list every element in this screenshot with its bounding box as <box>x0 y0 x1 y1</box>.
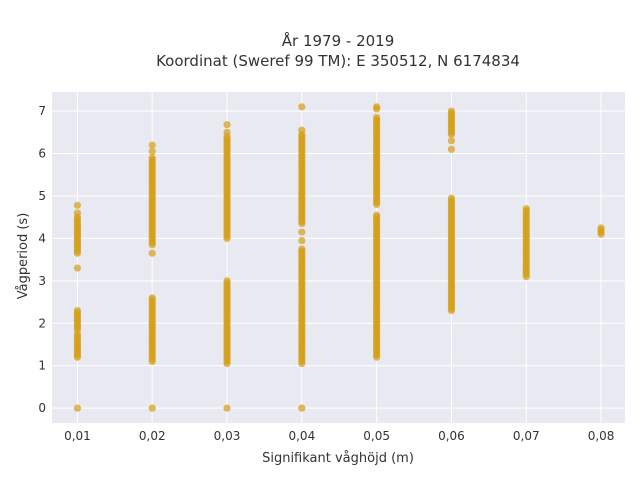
data-point <box>223 128 231 136</box>
x-tick-label: 0,05 <box>363 429 390 443</box>
data-point <box>223 121 231 129</box>
data-point <box>148 357 156 366</box>
y-tick-label: 4 <box>38 231 46 245</box>
x-axis-title: Signifikant våghöjd (m) <box>262 451 414 466</box>
data-point <box>223 359 231 368</box>
y-tick-label: 7 <box>38 104 46 118</box>
data-point <box>73 201 82 209</box>
chart-title: År 1979 - 2019 <box>282 31 395 50</box>
chart-subtitle: Koordinat (Sweref 99 TM): E 350512, N 61… <box>156 52 520 70</box>
y-tick-label: 1 <box>38 359 46 373</box>
data-point <box>522 272 530 281</box>
data-point <box>373 200 381 209</box>
data-point <box>148 404 156 412</box>
data-point <box>298 236 306 245</box>
data-point <box>447 306 456 315</box>
data-point <box>148 249 156 257</box>
x-tick-label: 0,04 <box>288 429 315 443</box>
data-point <box>223 404 231 412</box>
data-point <box>148 241 156 249</box>
data-point <box>298 219 306 228</box>
data-point <box>298 404 306 412</box>
y-tick-label: 5 <box>38 189 46 203</box>
data-point <box>597 230 605 238</box>
data-point <box>298 228 306 236</box>
data-point <box>298 103 306 111</box>
data-point <box>298 359 306 368</box>
x-tick-label: 0,08 <box>588 429 615 443</box>
data-point <box>223 234 231 243</box>
data-point <box>73 264 82 272</box>
data-point <box>373 103 381 111</box>
y-axis-title: Vågperiod (s) <box>16 213 31 300</box>
data-point <box>298 126 306 134</box>
x-tick-label: 0,07 <box>513 429 540 443</box>
x-tick-label: 0,01 <box>64 429 91 443</box>
y-tick-label: 3 <box>38 274 46 288</box>
data-point <box>73 404 82 412</box>
y-tick-label: 0 <box>38 401 46 415</box>
x-tick-label: 0,02 <box>139 429 166 443</box>
data-point <box>73 209 82 217</box>
data-point <box>447 145 456 153</box>
y-tick-labels: 0 1 2 3 4 5 6 7 <box>38 104 46 415</box>
data-point <box>73 353 82 361</box>
y-tick-label: 6 <box>38 147 46 161</box>
data-point <box>73 326 82 334</box>
data-point <box>447 137 456 145</box>
data-point <box>373 353 381 361</box>
data-point <box>447 130 456 139</box>
x-tick-labels: 0,01 0,02 0,03 0,04 0,05 0,06 0,07 0,08 <box>64 429 614 443</box>
y-tick-label: 2 <box>38 316 46 330</box>
data-point <box>148 141 156 149</box>
data-point <box>148 147 156 156</box>
x-tick-label: 0,06 <box>438 429 465 443</box>
data-points <box>73 103 605 412</box>
x-tick-label: 0,03 <box>214 429 241 443</box>
plot-area <box>52 92 625 423</box>
data-point <box>73 249 82 257</box>
